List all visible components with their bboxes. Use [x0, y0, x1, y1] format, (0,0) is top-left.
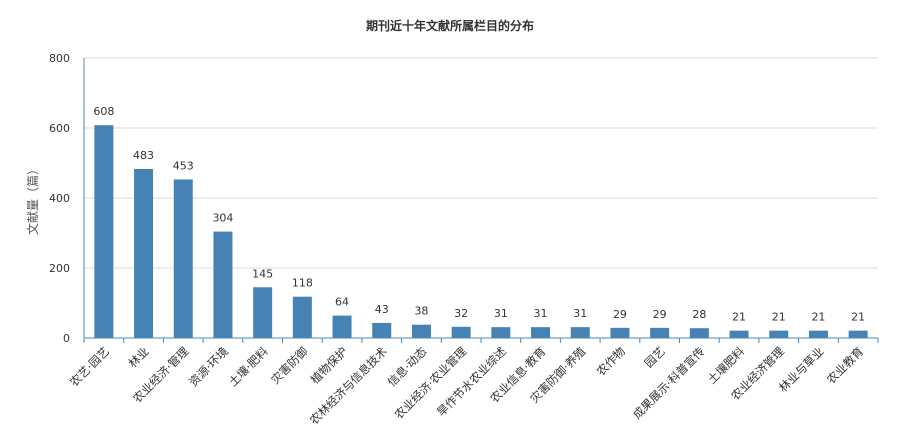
y-axis-title: 文献量（篇）	[25, 163, 40, 235]
category-label: 资源·环境	[186, 344, 231, 389]
category-label: 土壤·肥料	[226, 344, 271, 389]
data-label: 453	[173, 159, 194, 172]
chart-title: 期刊近十年文献所属栏目的分布	[366, 18, 534, 33]
data-label: 43	[375, 303, 389, 316]
category-label: 林业	[126, 344, 152, 370]
bar	[650, 327, 670, 338]
y-tick-label: 200	[49, 262, 70, 275]
bars	[94, 125, 868, 338]
bar	[411, 324, 431, 338]
data-label: 31	[573, 307, 587, 320]
y-tick-label: 0	[63, 332, 70, 345]
bar	[570, 327, 590, 338]
bar	[531, 327, 551, 338]
category-label: 农业教育	[824, 344, 866, 386]
data-label: 64	[335, 296, 349, 309]
bar	[292, 296, 312, 338]
data-label: 38	[414, 305, 428, 318]
data-label: 31	[534, 307, 548, 320]
category-label: 灾害防御	[268, 344, 310, 386]
grid-lines	[83, 57, 878, 338]
data-label: 483	[133, 149, 154, 162]
bar	[689, 328, 709, 338]
category-label: 成果展示·科普宣传	[630, 344, 708, 422]
bar	[94, 125, 114, 338]
data-label: 28	[692, 308, 706, 321]
data-label: 21	[851, 311, 865, 324]
category-label: 农业经济·农业管理	[392, 344, 470, 422]
y-tick-label: 800	[49, 52, 70, 65]
bar	[491, 327, 511, 338]
bar	[610, 327, 630, 338]
category-label: 农艺·园艺	[67, 344, 112, 389]
category-label: 园艺	[642, 344, 668, 370]
y-tick-label: 600	[49, 122, 70, 135]
bar	[173, 179, 193, 338]
data-label: 21	[772, 311, 786, 324]
data-labels: 608 483 453 304 145 118 64 43 38 32 31 31 31 29 29 28 21…	[93, 105, 865, 323]
category-label: 旱作节水农业综述	[434, 344, 509, 419]
data-label: 32	[454, 307, 468, 320]
category-labels: 农艺·园艺 林业农业经济·管理资源·环境土壤·肥料灾害防御植物保护农林经济与信息技…	[67, 344, 866, 427]
bar	[451, 326, 471, 338]
data-label: 21	[811, 311, 825, 324]
y-tick-label: 400	[49, 192, 70, 205]
bar	[808, 330, 828, 338]
data-label: 29	[653, 308, 667, 321]
data-label: 608	[93, 105, 114, 118]
bar	[372, 322, 392, 338]
bar	[848, 330, 868, 338]
bar	[332, 315, 352, 338]
data-label: 145	[252, 267, 273, 280]
category-label: 农林经济与信息技术	[307, 344, 390, 427]
bar	[253, 287, 273, 338]
bar	[213, 231, 233, 338]
y-axis-ticks: 0 200 400 600 800	[49, 52, 70, 345]
data-label: 21	[732, 311, 746, 324]
data-label: 118	[292, 277, 313, 290]
bar	[134, 168, 154, 338]
category-label: 农作物	[594, 344, 628, 378]
bar	[729, 330, 749, 338]
data-label: 29	[613, 308, 627, 321]
data-label: 31	[494, 307, 508, 320]
data-label: 304	[212, 212, 233, 225]
bar	[769, 330, 789, 338]
x-axis-tick-marks	[83, 338, 879, 343]
